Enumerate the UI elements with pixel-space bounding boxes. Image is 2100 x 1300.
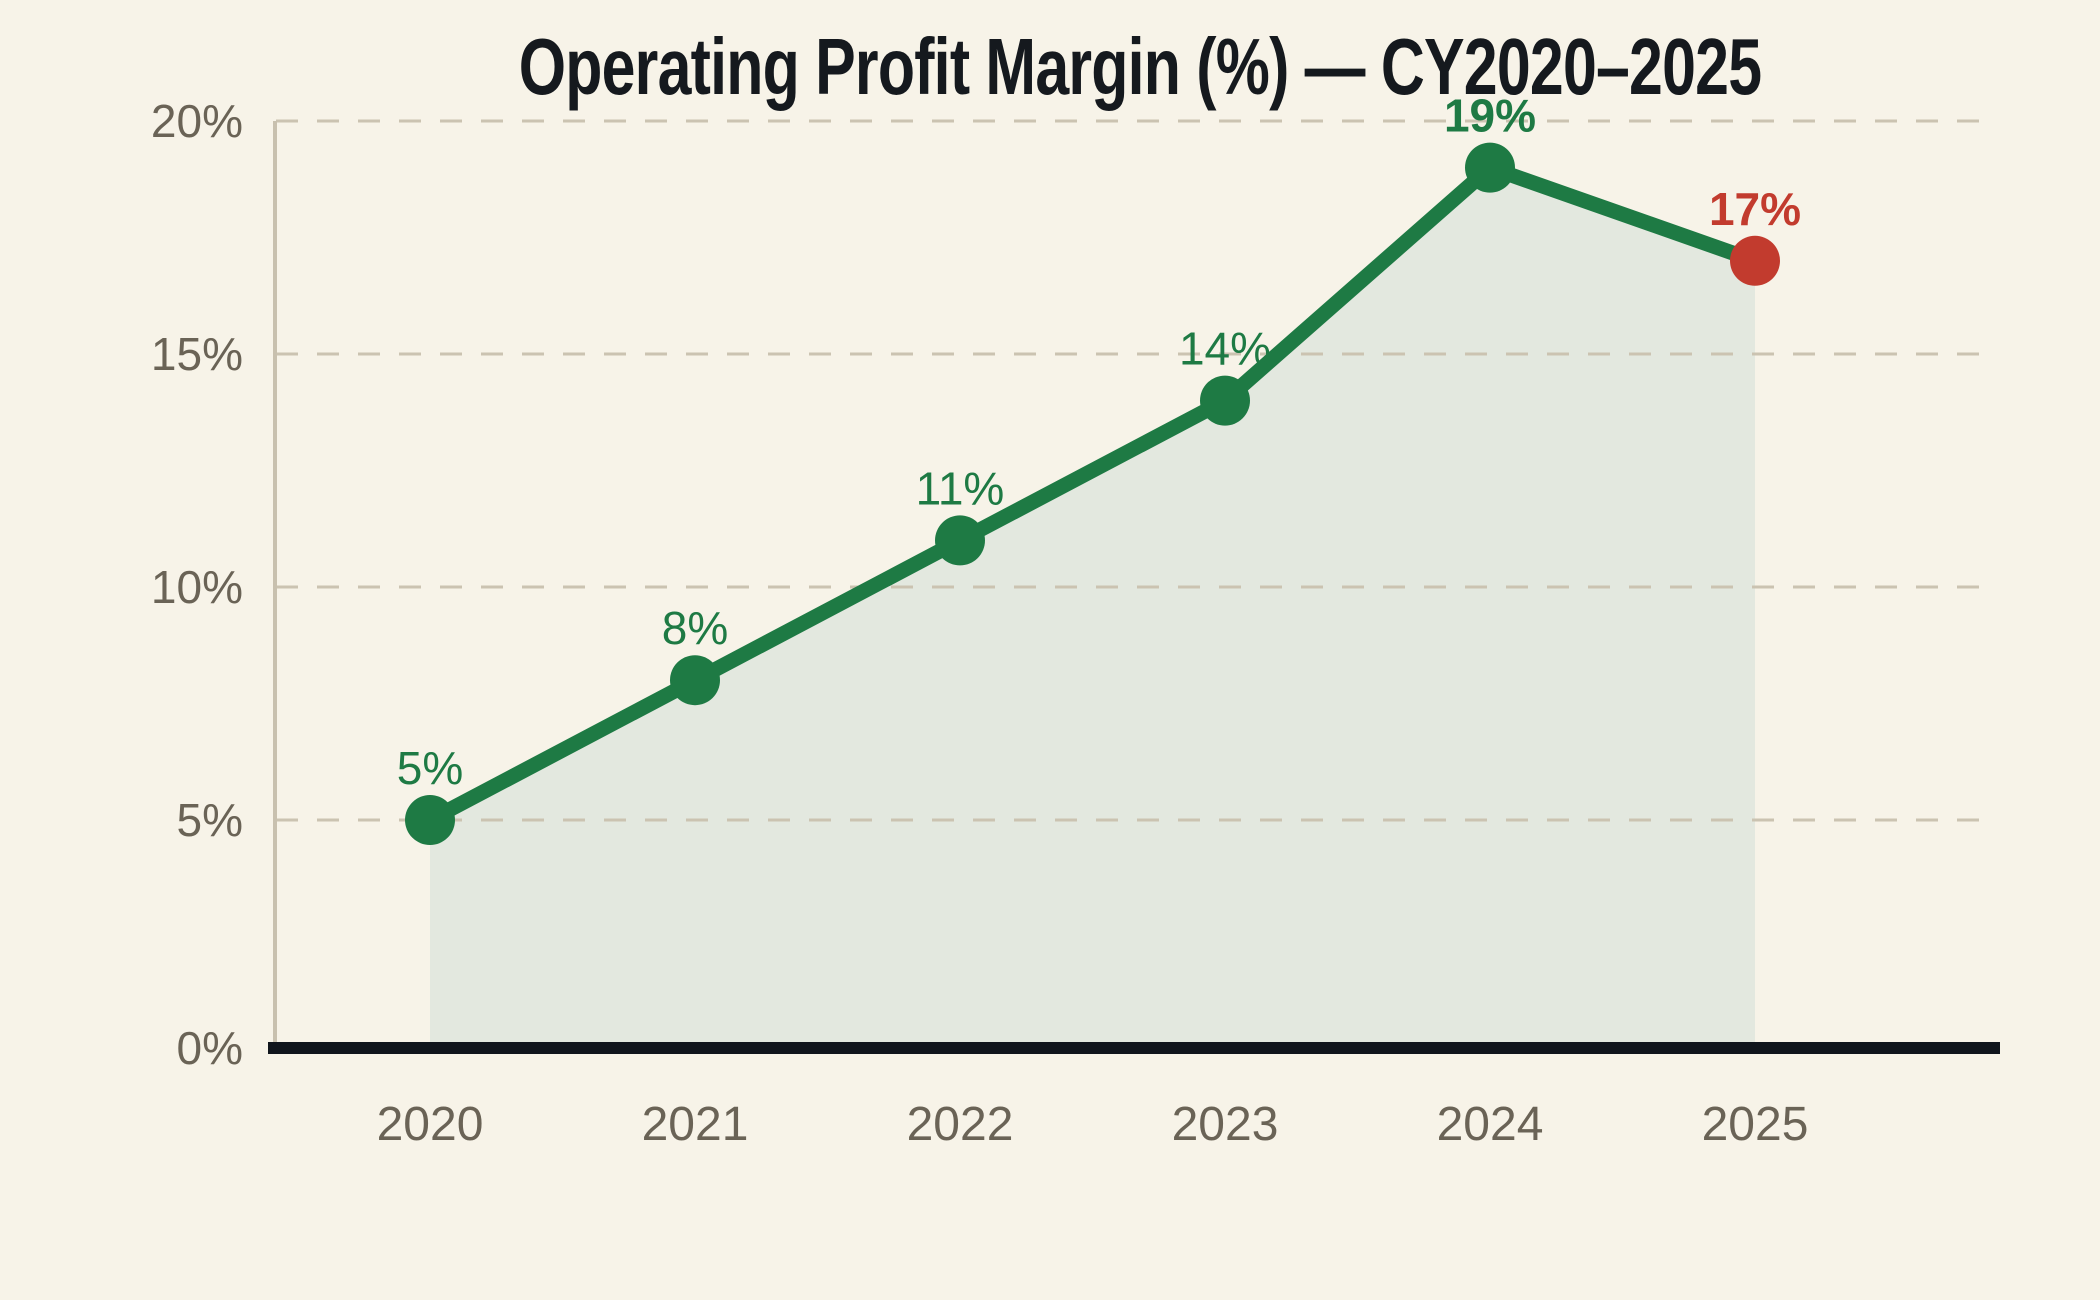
data-point-2024: [1465, 142, 1515, 193]
x-tick-label-2020: 2020: [377, 1098, 484, 1151]
data-point-2022: [935, 515, 985, 566]
tick-label-layer: 0% 5% 10% 15% 20% 2020 2021 2022 2023 2024 2025: [151, 95, 1808, 1151]
data-point-layer: [405, 142, 1780, 845]
point-label-2023: 14%: [1179, 323, 1271, 375]
y-tick-label-20pct: 20%: [151, 95, 243, 147]
axis-layer: [268, 121, 2000, 1054]
y-tick-label-15pct: 15%: [151, 328, 243, 380]
chart-title: Operating Profit Margin (%) — CY2020–202…: [519, 23, 1762, 112]
x-tick-label-2024: 2024: [1437, 1098, 1544, 1151]
data-point-2021: [670, 655, 720, 706]
data-label-layer: 5% 8% 11% 14% 19% 17%: [397, 90, 1801, 794]
y-tick-label-5pct: 5%: [177, 794, 243, 846]
x-axis-baseline: [268, 1042, 2000, 1054]
point-label-2020: 5%: [397, 742, 463, 794]
point-label-2021: 8%: [662, 602, 728, 654]
point-label-2024: 19%: [1444, 90, 1536, 142]
area-fill: [430, 167, 1755, 1043]
y-tick-label-0pct: 0%: [177, 1022, 243, 1074]
data-point-2025: [1730, 235, 1780, 286]
point-label-2025: 17%: [1709, 183, 1801, 235]
data-point-2023: [1200, 375, 1250, 426]
data-point-2020: [405, 795, 455, 845]
x-tick-label-2025: 2025: [1702, 1098, 1809, 1151]
gridline-layer: [276, 119, 1998, 822]
x-tick-label-2022: 2022: [907, 1098, 1014, 1151]
point-label-2022: 11%: [916, 462, 1005, 514]
series-line: [422, 160, 1763, 828]
area-fill-layer: [430, 167, 1755, 1043]
series-line-layer: [422, 160, 1763, 828]
x-tick-label-2021: 2021: [642, 1098, 749, 1151]
x-tick-label-2023: 2023: [1172, 1098, 1279, 1151]
y-tick-label-10pct: 10%: [151, 561, 243, 613]
